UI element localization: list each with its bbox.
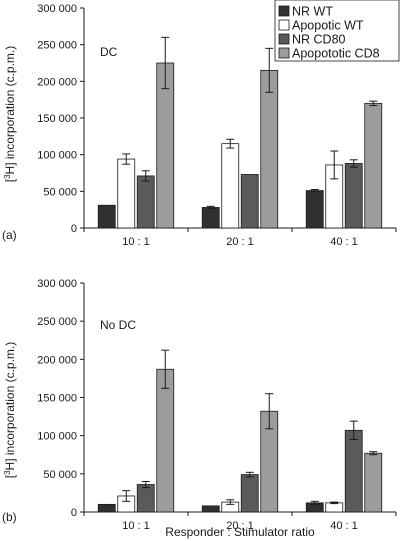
panel-b-bar xyxy=(156,368,175,513)
panel-b-bar xyxy=(136,484,155,513)
panel-a-bar xyxy=(344,163,363,229)
panel-b-annotation: No DC xyxy=(100,318,136,332)
panel-a-ytick-label: 250 000 xyxy=(37,40,77,52)
panel-b-plot-area: 0 50 000 100 000 150 000 200 000 250 000 300 0… xyxy=(37,278,397,532)
panel-a-bar xyxy=(221,143,240,229)
panel-a-bar xyxy=(136,175,155,229)
shared-xlabel: Responder : Stimulator ratio xyxy=(165,525,315,539)
panel-a-ytick-label: 300 000 xyxy=(37,3,77,15)
panel-a-annotation: DC xyxy=(100,45,118,59)
legend-label: NR CD80 xyxy=(292,33,346,47)
panel-a-bar xyxy=(201,207,220,229)
panel-b-bar xyxy=(344,429,363,513)
panel-b-bar xyxy=(97,503,116,513)
panel-a-bar xyxy=(260,69,279,229)
panel-b-xtick-label: 40 : 1 xyxy=(330,520,358,532)
panel-a-xtick-label: 40 : 1 xyxy=(330,236,358,248)
panel-b-ytick-label: 250 000 xyxy=(37,316,77,328)
panel-b-xtick-label: 20 : 1 xyxy=(226,520,254,532)
panel-b-ytick-label: 150 000 xyxy=(37,393,77,405)
panel-a-label: (a) xyxy=(2,228,17,242)
panel-a-bar xyxy=(305,190,324,229)
panel-a-bar xyxy=(117,158,136,229)
legend-swatch xyxy=(278,47,290,59)
panel-a-bar xyxy=(364,102,383,229)
panel-b-bar xyxy=(240,474,259,513)
legend-frame xyxy=(274,0,400,62)
legend-label: NR WT xyxy=(292,5,333,19)
panel-a-plot-area: 0 50 000 100 000 150 000 200 000 250 000 300 0… xyxy=(37,3,397,248)
legend-swatch xyxy=(278,5,290,17)
panel-b-label: (b) xyxy=(2,510,17,524)
panel-a-ytick-label: 150 000 xyxy=(37,113,77,125)
panel-b-ytick-label: 50 000 xyxy=(43,469,77,481)
panel-b-bar xyxy=(364,452,383,513)
panel-a-ytick-label: 100 000 xyxy=(37,150,77,162)
panel-a: [3H] incorporation (c.p.m.) (a) DC 0 50 0… xyxy=(2,3,397,248)
panel-a-ytick-label: 200 000 xyxy=(37,76,77,88)
panel-a-ylabel: [3H] incorporation (c.p.m.) xyxy=(3,46,18,183)
panel-a-ytick-label: 50 000 xyxy=(43,186,77,198)
panel-a-xtick-label: 20 : 1 xyxy=(226,236,254,248)
panel-a-xtick-label: 10 : 1 xyxy=(122,236,150,248)
panel-b-ylabel: [3H] incorporation (c.p.m.) xyxy=(3,342,18,479)
legend-label: Apopotic WT xyxy=(292,19,364,33)
panel-b-bar xyxy=(325,502,344,513)
panel-a-ytick-label: 0 xyxy=(71,223,77,235)
legend-label: Apopototic CD8 xyxy=(292,47,380,61)
panel-b-xtick-label: 10 : 1 xyxy=(122,520,150,532)
panel-b-ytick-label: 100 000 xyxy=(37,431,77,443)
panel-b: [3H] incorporation (c.p.m.) (b) No DC 0 5… xyxy=(2,278,397,532)
legend-swatch xyxy=(278,33,290,45)
panel-a-bar xyxy=(97,204,116,229)
panel-b-ytick-label: 0 xyxy=(71,507,77,519)
panel-b-ytick-label: 200 000 xyxy=(37,354,77,366)
legend-swatch xyxy=(278,19,290,31)
panel-b-bar xyxy=(201,505,220,513)
panel-a-bar xyxy=(240,174,259,229)
panel-b-ytick-label: 300 000 xyxy=(37,278,77,290)
